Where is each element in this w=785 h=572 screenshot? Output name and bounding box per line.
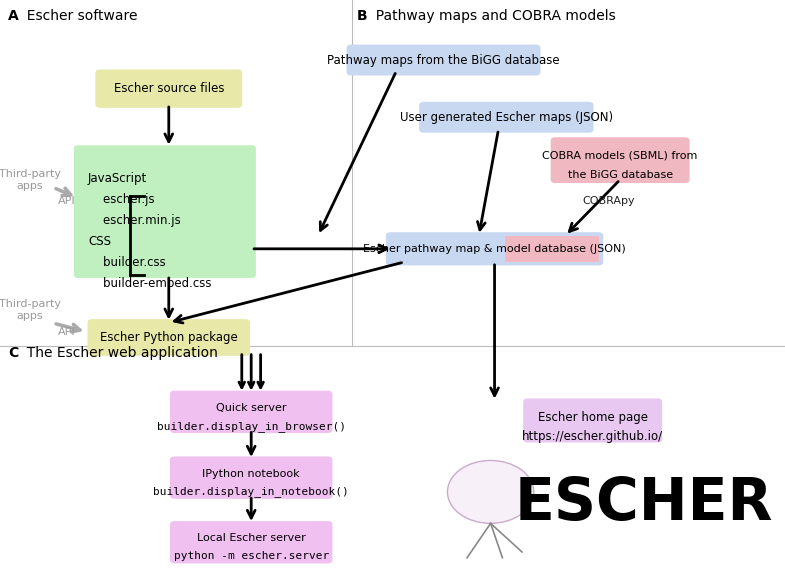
Text: API: API bbox=[58, 327, 75, 337]
Text: Pathway maps from the BiGG database: Pathway maps from the BiGG database bbox=[327, 54, 560, 66]
FancyBboxPatch shape bbox=[385, 232, 603, 265]
Text: Local Escher server: Local Escher server bbox=[197, 533, 305, 543]
Text: COBRApy: COBRApy bbox=[582, 196, 635, 206]
FancyBboxPatch shape bbox=[170, 391, 333, 433]
Text: builder.display_in_notebook(): builder.display_in_notebook() bbox=[153, 486, 349, 498]
Text: Escher software: Escher software bbox=[18, 9, 137, 22]
Text: builder-embed.css: builder-embed.css bbox=[88, 277, 211, 289]
FancyBboxPatch shape bbox=[551, 137, 690, 183]
Text: builder.display_in_browser(): builder.display_in_browser() bbox=[157, 420, 345, 432]
Text: Third-party
apps: Third-party apps bbox=[0, 169, 60, 191]
Text: Third-party
apps: Third-party apps bbox=[0, 299, 60, 321]
Text: API: API bbox=[58, 196, 75, 206]
Text: COBRA models (SBML) from: COBRA models (SBML) from bbox=[542, 150, 698, 160]
FancyBboxPatch shape bbox=[170, 521, 333, 563]
Text: A: A bbox=[8, 9, 19, 22]
Text: Quick server: Quick server bbox=[216, 403, 287, 413]
Text: CSS: CSS bbox=[88, 235, 111, 248]
FancyBboxPatch shape bbox=[346, 45, 540, 76]
Circle shape bbox=[447, 460, 534, 523]
Text: Escher source files: Escher source files bbox=[114, 82, 224, 95]
Text: Escher home page: Escher home page bbox=[538, 411, 648, 424]
Text: B: B bbox=[357, 9, 368, 22]
Text: escher.js: escher.js bbox=[88, 193, 155, 206]
Text: ESCHER: ESCHER bbox=[514, 475, 773, 532]
Text: the BiGG database: the BiGG database bbox=[568, 170, 673, 180]
FancyBboxPatch shape bbox=[523, 398, 663, 443]
Text: builder.css: builder.css bbox=[88, 256, 166, 269]
FancyBboxPatch shape bbox=[419, 102, 593, 133]
Text: https://escher.github.io/: https://escher.github.io/ bbox=[522, 430, 663, 443]
Text: C: C bbox=[8, 346, 18, 360]
Text: escher.min.js: escher.min.js bbox=[88, 214, 181, 227]
Text: Escher pathway map & model database (JSON): Escher pathway map & model database (JSO… bbox=[363, 244, 626, 254]
FancyBboxPatch shape bbox=[96, 69, 242, 108]
Bar bbox=[505, 236, 598, 262]
Text: The Escher web application: The Escher web application bbox=[18, 346, 218, 360]
Text: python -m escher.server: python -m escher.server bbox=[173, 551, 329, 561]
FancyBboxPatch shape bbox=[74, 145, 256, 278]
Text: User generated Escher maps (JSON): User generated Escher maps (JSON) bbox=[400, 111, 613, 124]
Text: Escher Python package: Escher Python package bbox=[100, 331, 238, 344]
Text: Pathway maps and COBRA models: Pathway maps and COBRA models bbox=[367, 9, 616, 22]
Text: JavaScript: JavaScript bbox=[88, 172, 147, 185]
FancyBboxPatch shape bbox=[87, 319, 250, 356]
Text: IPython notebook: IPython notebook bbox=[203, 469, 300, 479]
FancyBboxPatch shape bbox=[170, 456, 333, 499]
